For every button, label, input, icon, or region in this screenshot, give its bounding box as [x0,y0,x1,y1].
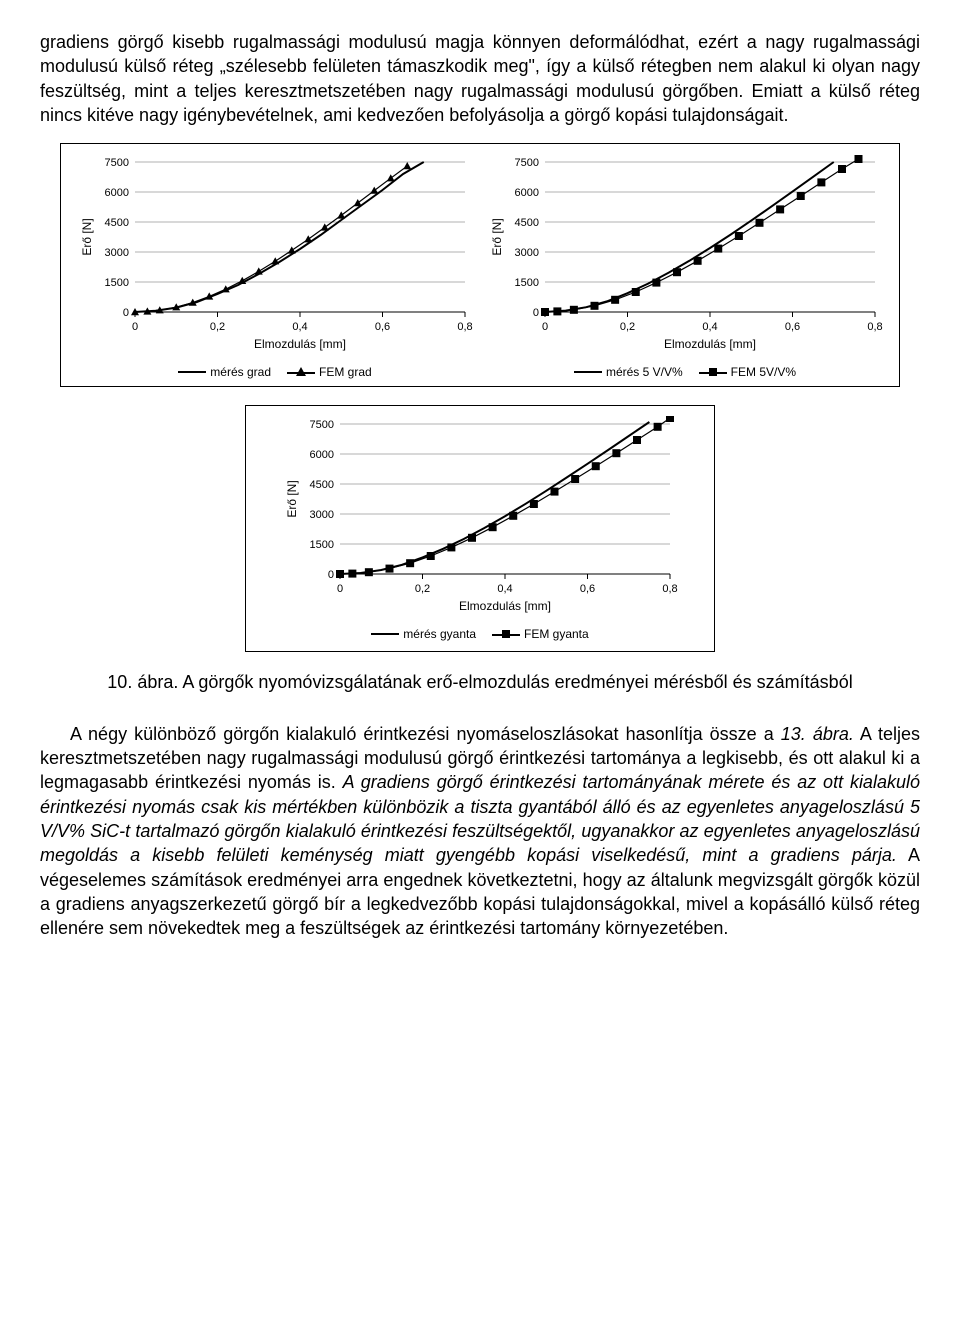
svg-text:0,4: 0,4 [497,583,512,595]
svg-text:Erő [N]: Erő [N] [80,219,94,256]
chart-right: 0 1500 3000 4500 6000 7500 0 0,2 0,4 0,6 0,8 Elmozd… [485,154,885,354]
legend-left: mérés grad FEM grad [75,364,475,380]
svg-text:0,6: 0,6 [580,583,595,595]
svg-text:Elmozdulás [mm]: Elmozdulás [mm] [254,337,346,351]
svg-text:6000: 6000 [105,187,129,199]
svg-text:Elmozdulás [mm]: Elmozdulás [mm] [664,337,756,351]
svg-text:0,2: 0,2 [210,321,225,333]
legend-mid: mérés gyanta FEM gyanta [371,626,588,642]
svg-text:7500: 7500 [310,419,334,431]
svg-text:0: 0 [132,321,138,333]
legend-right-marker-label: FEM 5V/V% [731,364,796,380]
legend-left-line: mérés grad [178,364,271,380]
chart-left-wrapper: 0 1500 3000 4500 6000 7500 0 0,2 0,4 0,6 0,8 Elmozd… [75,154,475,380]
svg-text:0,4: 0,4 [292,321,307,333]
svg-text:Erő [N]: Erő [N] [285,481,299,518]
svg-text:Elmozdulás [mm]: Elmozdulás [mm] [459,599,551,613]
legend-mid-line: mérés gyanta [371,626,476,642]
chart-mid: 0 1500 3000 4500 6000 7500 0 0,2 0,4 0,6 0,8 Elmozd… [280,416,680,616]
chart-left: 0 1500 3000 4500 6000 7500 0 0,2 0,4 0,6 0,8 Elmozd… [75,154,475,354]
figure-mid: 0 1500 3000 4500 6000 7500 0 0,2 0,4 0,6 0,8 Elmozd… [245,405,715,651]
svg-text:0: 0 [337,583,343,595]
figure-caption: 10. ábra. A görgők nyomóvizsgálatának er… [80,670,880,694]
svg-text:0: 0 [123,307,129,319]
svg-text:4500: 4500 [310,479,334,491]
caption-prefix: 10. ábra. [107,672,178,692]
legend-left-line-label: mérés grad [210,364,271,380]
legend-left-marker: FEM grad [287,364,372,380]
paragraph-2: A négy különböző görgőn kialakuló érintk… [40,722,920,941]
svg-text:0,8: 0,8 [867,321,882,333]
figure-top-pair: 0 1500 3000 4500 6000 7500 0 0,2 0,4 0,6 0,8 Elmozd… [60,143,900,387]
svg-text:1500: 1500 [310,539,334,551]
caption-rest: A görgők nyomóvizsgálatának erő-elmozdul… [178,672,852,692]
svg-text:1500: 1500 [515,277,539,289]
svg-text:3000: 3000 [310,509,334,521]
svg-text:3000: 3000 [515,247,539,259]
p2-a: A négy különböző görgőn kialakuló érintk… [70,724,781,744]
legend-right-line: mérés 5 V/V% [574,364,683,380]
svg-text:0,4: 0,4 [702,321,717,333]
p2-b: 13. ábra. [781,724,854,744]
legend-mid-line-label: mérés gyanta [403,626,476,642]
svg-text:7500: 7500 [515,157,539,169]
legend-mid-marker-label: FEM gyanta [524,626,589,642]
svg-text:0,6: 0,6 [785,321,800,333]
legend-right-line-label: mérés 5 V/V% [606,364,683,380]
chart-right-wrapper: 0 1500 3000 4500 6000 7500 0 0,2 0,4 0,6 0,8 Elmozd… [485,154,885,380]
legend-mid-marker: FEM gyanta [492,626,589,642]
svg-text:0,8: 0,8 [662,583,677,595]
svg-text:0: 0 [328,569,334,581]
legend-right: mérés 5 V/V% FEM 5V/V% [485,364,885,380]
svg-text:0: 0 [533,307,539,319]
svg-text:6000: 6000 [310,449,334,461]
svg-text:3000: 3000 [105,247,129,259]
svg-text:1500: 1500 [105,277,129,289]
svg-text:4500: 4500 [105,217,129,229]
svg-text:0,8: 0,8 [457,321,472,333]
svg-text:4500: 4500 [515,217,539,229]
svg-text:6000: 6000 [515,187,539,199]
svg-text:Erő [N]: Erő [N] [490,219,504,256]
paragraph-1: gradiens görgő kisebb rugalmassági modul… [40,30,920,127]
legend-right-marker: FEM 5V/V% [699,364,796,380]
svg-text:0,2: 0,2 [620,321,635,333]
legend-left-marker-label: FEM grad [319,364,372,380]
svg-text:7500: 7500 [105,157,129,169]
svg-text:0: 0 [542,321,548,333]
svg-text:0,6: 0,6 [375,321,390,333]
svg-text:0,2: 0,2 [415,583,430,595]
